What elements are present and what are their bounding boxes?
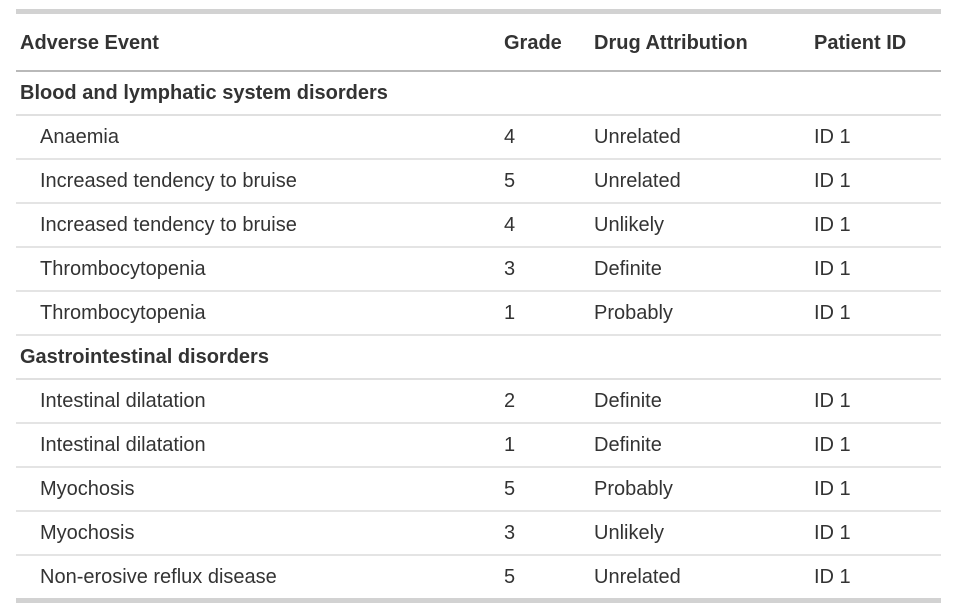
table-row: Myochosis 3 Unlikely ID 1: [16, 511, 941, 556]
group-header-row: Gastrointestinal disorders: [16, 334, 941, 380]
table-row: Increased tendency to bruise 4 Unlikely ID …: [16, 203, 941, 248]
table-row: Intestinal dilatation 1 Definite ID 1: [16, 423, 941, 468]
table-row: Anaemia 4 Unrelated ID 1: [16, 115, 941, 160]
grade-cell: 1: [500, 291, 590, 336]
drug-attribution-cell: Unrelated: [590, 115, 810, 160]
adverse-events-table: Adverse Event Grade Drug Attribution Pat…: [16, 9, 941, 603]
adverse-event-cell: Myochosis: [16, 511, 500, 556]
group-header-row: Blood and lymphatic system disorders: [16, 70, 941, 116]
table-header: Adverse Event Grade Drug Attribution Pat…: [16, 11, 941, 72]
patient-id-cell: ID 1: [810, 423, 941, 468]
table-row: Non-erosive reflux disease 5 Unrelated ID 1: [16, 555, 941, 602]
patient-id-cell: ID 1: [810, 247, 941, 292]
grade-cell: 3: [500, 247, 590, 292]
grade-cell: 5: [500, 159, 590, 204]
adverse-event-cell: Thrombocytopenia: [16, 291, 500, 336]
adverse-event-cell: Intestinal dilatation: [16, 423, 500, 468]
drug-attribution-cell: Definite: [590, 423, 810, 468]
drug-attribution-cell: Unrelated: [590, 159, 810, 204]
col-header-adverse-event: Adverse Event: [16, 11, 500, 72]
table-row: Thrombocytopenia 1 Probably ID 1: [16, 291, 941, 336]
grade-cell: 5: [500, 467, 590, 512]
patient-id-cell: ID 1: [810, 379, 941, 424]
group-header-label: Blood and lymphatic system disorders: [16, 70, 941, 116]
adverse-event-cell: Increased tendency to bruise: [16, 159, 500, 204]
grade-cell: 1: [500, 423, 590, 468]
col-header-drug-attribution: Drug Attribution: [590, 11, 810, 72]
patient-id-cell: ID 1: [810, 555, 941, 602]
col-header-grade: Grade: [500, 11, 590, 72]
table-row: Thrombocytopenia 3 Definite ID 1: [16, 247, 941, 292]
patient-id-cell: ID 1: [810, 115, 941, 160]
table-row: Increased tendency to bruise 5 Unrelated ID…: [16, 159, 941, 204]
grade-cell: 2: [500, 379, 590, 424]
grade-cell: 3: [500, 511, 590, 556]
adverse-event-cell: Increased tendency to bruise: [16, 203, 500, 248]
adverse-event-cell: Myochosis: [16, 467, 500, 512]
drug-attribution-cell: Definite: [590, 247, 810, 292]
drug-attribution-cell: Unlikely: [590, 511, 810, 556]
patient-id-cell: ID 1: [810, 511, 941, 556]
table-row: Myochosis 5 Probably ID 1: [16, 467, 941, 512]
table-body: Blood and lymphatic system disorders Anae…: [16, 70, 941, 602]
group-header-label: Gastrointestinal disorders: [16, 334, 941, 380]
drug-attribution-cell: Probably: [590, 291, 810, 336]
grade-cell: 4: [500, 203, 590, 248]
patient-id-cell: ID 1: [810, 203, 941, 248]
adverse-event-cell: Thrombocytopenia: [16, 247, 500, 292]
table-row: Intestinal dilatation 2 Definite ID 1: [16, 379, 941, 424]
drug-attribution-cell: Probably: [590, 467, 810, 512]
drug-attribution-cell: Definite: [590, 379, 810, 424]
drug-attribution-cell: Unrelated: [590, 555, 810, 602]
grade-cell: 5: [500, 555, 590, 602]
adverse-event-cell: Non-erosive reflux disease: [16, 555, 500, 602]
patient-id-cell: ID 1: [810, 291, 941, 336]
patient-id-cell: ID 1: [810, 467, 941, 512]
adverse-event-cell: Intestinal dilatation: [16, 379, 500, 424]
adverse-event-cell: Anaemia: [16, 115, 500, 160]
patient-id-cell: ID 1: [810, 159, 941, 204]
col-header-patient-id: Patient ID: [810, 11, 941, 72]
drug-attribution-cell: Unlikely: [590, 203, 810, 248]
grade-cell: 4: [500, 115, 590, 160]
adverse-events-table-container: Adverse Event Grade Drug Attribution Pat…: [16, 9, 941, 603]
header-row: Adverse Event Grade Drug Attribution Pat…: [16, 11, 941, 72]
